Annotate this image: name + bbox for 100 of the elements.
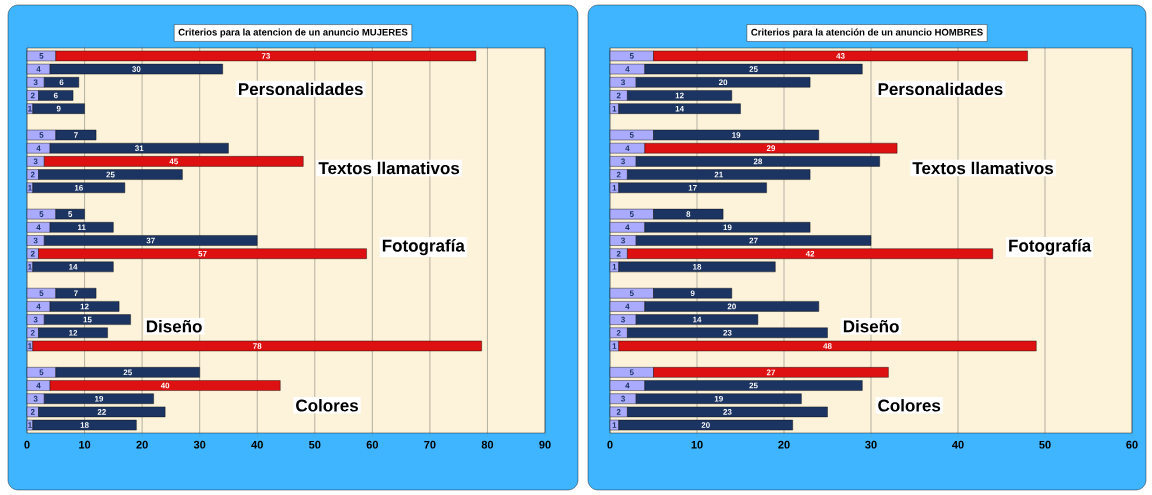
data-label: 17 <box>688 185 697 191</box>
data-label: 2 <box>30 171 35 178</box>
x-tick-label: 50 <box>1039 440 1051 449</box>
data-label: 19 <box>714 395 723 402</box>
annotation: Diseño <box>843 319 899 333</box>
data-label: 20 <box>727 303 736 310</box>
data-label: 2 <box>616 171 621 178</box>
x-tick-label: 40 <box>251 440 263 449</box>
data-label: 5 <box>39 290 44 297</box>
data-label: 2 <box>616 92 621 99</box>
data-label: 3 <box>33 158 38 165</box>
data-label: 8 <box>686 211 691 217</box>
x-tick-label: 30 <box>193 440 206 449</box>
data-label: 43 <box>836 53 845 59</box>
x-tick-label: 80 <box>481 440 494 449</box>
data-label: 30 <box>132 66 141 72</box>
data-label: 12 <box>80 303 89 310</box>
data-label: 1 <box>612 105 617 112</box>
annotation: Diseño <box>146 319 202 333</box>
data-label: 9 <box>56 105 61 112</box>
data-label: 21 <box>714 171 723 178</box>
annotation: Colores <box>878 399 941 412</box>
data-label: 3 <box>621 158 625 165</box>
data-label: 5 <box>39 369 44 376</box>
data-label: 7 <box>74 132 78 138</box>
data-label: 5 <box>629 290 634 297</box>
data-label: 4 <box>36 145 41 151</box>
annotation: Personalidades <box>878 82 1003 96</box>
data-label: 1 <box>28 185 32 191</box>
data-label: 4 <box>36 303 41 310</box>
data-label: 7 <box>74 290 78 296</box>
data-label: 31 <box>134 145 144 152</box>
annotation: Fotografía <box>382 239 465 256</box>
data-label: 25 <box>106 171 115 178</box>
data-label: 2 <box>30 92 35 99</box>
data-label: 18 <box>80 422 89 428</box>
annotation: Textos llamativos <box>318 161 460 175</box>
x-tick-label: 10 <box>79 440 91 449</box>
data-label: 5 <box>39 53 44 59</box>
data-label: 2 <box>30 330 35 336</box>
data-label: 29 <box>766 145 776 152</box>
data-label: 12 <box>69 330 78 336</box>
annotation: Fotografía <box>1009 239 1092 256</box>
data-label: 1 <box>28 343 32 349</box>
data-label: 5 <box>39 211 44 217</box>
data-label: 1 <box>28 422 32 428</box>
x-tick-label: 60 <box>366 440 378 449</box>
data-label: 5 <box>629 211 634 217</box>
x-tick-label: 0 <box>607 440 613 449</box>
x-tick-label: 20 <box>136 440 148 449</box>
data-label: 28 <box>753 158 763 165</box>
data-label: 3 <box>621 316 625 323</box>
data-label: 5 <box>629 369 634 376</box>
data-label: 1 <box>612 264 617 270</box>
data-label: 3 <box>33 395 38 402</box>
data-label: 2 <box>616 330 621 336</box>
data-label: 6 <box>53 92 58 99</box>
data-label: 25 <box>123 369 132 376</box>
data-label: 1 <box>612 422 617 428</box>
data-label: 3 <box>33 316 38 323</box>
data-label: 18 <box>693 264 702 270</box>
data-label: 1 <box>612 343 617 349</box>
x-tick-label: 70 <box>424 440 436 449</box>
chart-title: Criterios para la atencion de un anuncio MUJERES <box>178 28 408 38</box>
data-label: 45 <box>169 158 178 165</box>
data-label: 5 <box>39 132 44 138</box>
data-label: 25 <box>749 66 758 72</box>
data-label: 4 <box>36 382 41 389</box>
data-label: 14 <box>69 264 78 270</box>
data-label: 4 <box>625 224 630 231</box>
annotation: Textos llamativos <box>912 161 1054 175</box>
data-label: 14 <box>693 316 702 323</box>
data-label: 11 <box>77 224 86 231</box>
chart-title: Criterios para la atención de un anuncio HOMBRES <box>751 28 983 38</box>
x-tick-label: 50 <box>309 440 321 449</box>
data-label: 4 <box>625 303 630 310</box>
x-tick-label: 10 <box>691 440 703 449</box>
data-label: 5 <box>629 132 634 138</box>
data-label: 5 <box>629 53 634 59</box>
data-label: 3 <box>621 395 625 402</box>
annotation: Colores <box>296 399 358 412</box>
data-label: 4 <box>625 382 630 389</box>
data-label: 5 <box>68 211 73 217</box>
data-label: 37 <box>146 237 155 244</box>
data-label: 19 <box>732 132 741 138</box>
data-label: 3 <box>621 237 625 244</box>
data-label: 20 <box>718 79 728 86</box>
data-label: 57 <box>198 250 207 257</box>
data-label: 15 <box>83 316 92 323</box>
data-label: 1 <box>28 105 32 112</box>
data-label: 1 <box>612 185 617 191</box>
data-label: 25 <box>749 382 758 389</box>
data-label: 16 <box>74 184 83 191</box>
data-label: 48 <box>823 343 832 349</box>
data-label: 40 <box>160 382 170 389</box>
data-label: 6 <box>59 79 64 86</box>
data-label: 14 <box>675 105 685 112</box>
data-label: 19 <box>95 395 104 402</box>
x-tick-label: 0 <box>24 440 30 449</box>
data-label: 2 <box>616 409 621 415</box>
